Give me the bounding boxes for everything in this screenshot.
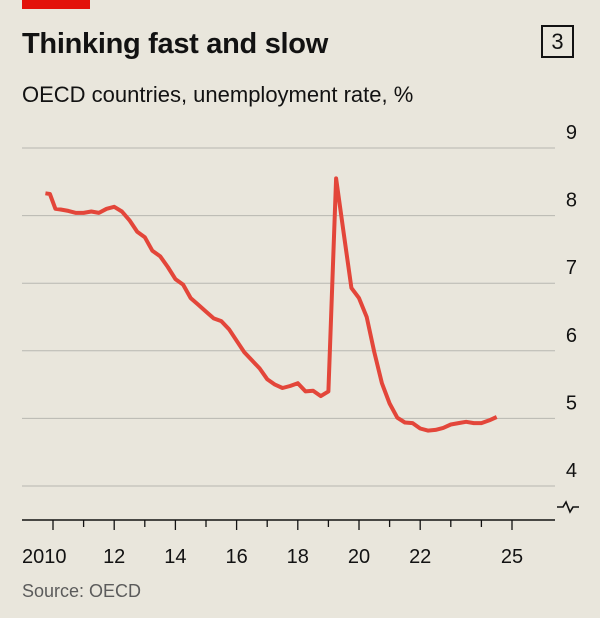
chart-subtitle: OECD countries, unemployment rate, %	[22, 82, 414, 107]
y-tick-label: 8	[566, 190, 577, 212]
x-axis: 2010 12 14 16 18 20 22 25	[22, 519, 555, 568]
y-tick-label: 5	[566, 392, 577, 414]
y-tick-label: 9	[566, 122, 577, 144]
x-tick-label: 20	[348, 546, 370, 568]
series-lines	[45, 176, 498, 433]
axis-break-icon	[557, 500, 579, 514]
y-tick-label: 7	[566, 257, 577, 279]
chart-title: Thinking fast and slow	[22, 28, 328, 60]
y-tick-label: 6	[566, 325, 577, 347]
x-tick-label: 16	[225, 546, 247, 568]
x-tick-label: 25	[501, 546, 523, 568]
brand-tag	[22, 0, 90, 9]
x-tick-label: 22	[409, 546, 431, 568]
y-tick-label: 4	[566, 460, 577, 482]
x-tick-label: 14	[164, 546, 186, 568]
gridlines	[22, 147, 555, 487]
series-line-unemployment	[45, 176, 498, 433]
chart-number-badge: 3	[541, 25, 574, 58]
y-axis-labels: 9 8 7 6 5 4	[566, 122, 577, 482]
source-note: Source: OECD	[22, 581, 142, 601]
x-tick-label: 2010	[22, 546, 67, 568]
x-tick-label: 12	[103, 546, 125, 568]
x-tick-label: 18	[287, 546, 309, 568]
